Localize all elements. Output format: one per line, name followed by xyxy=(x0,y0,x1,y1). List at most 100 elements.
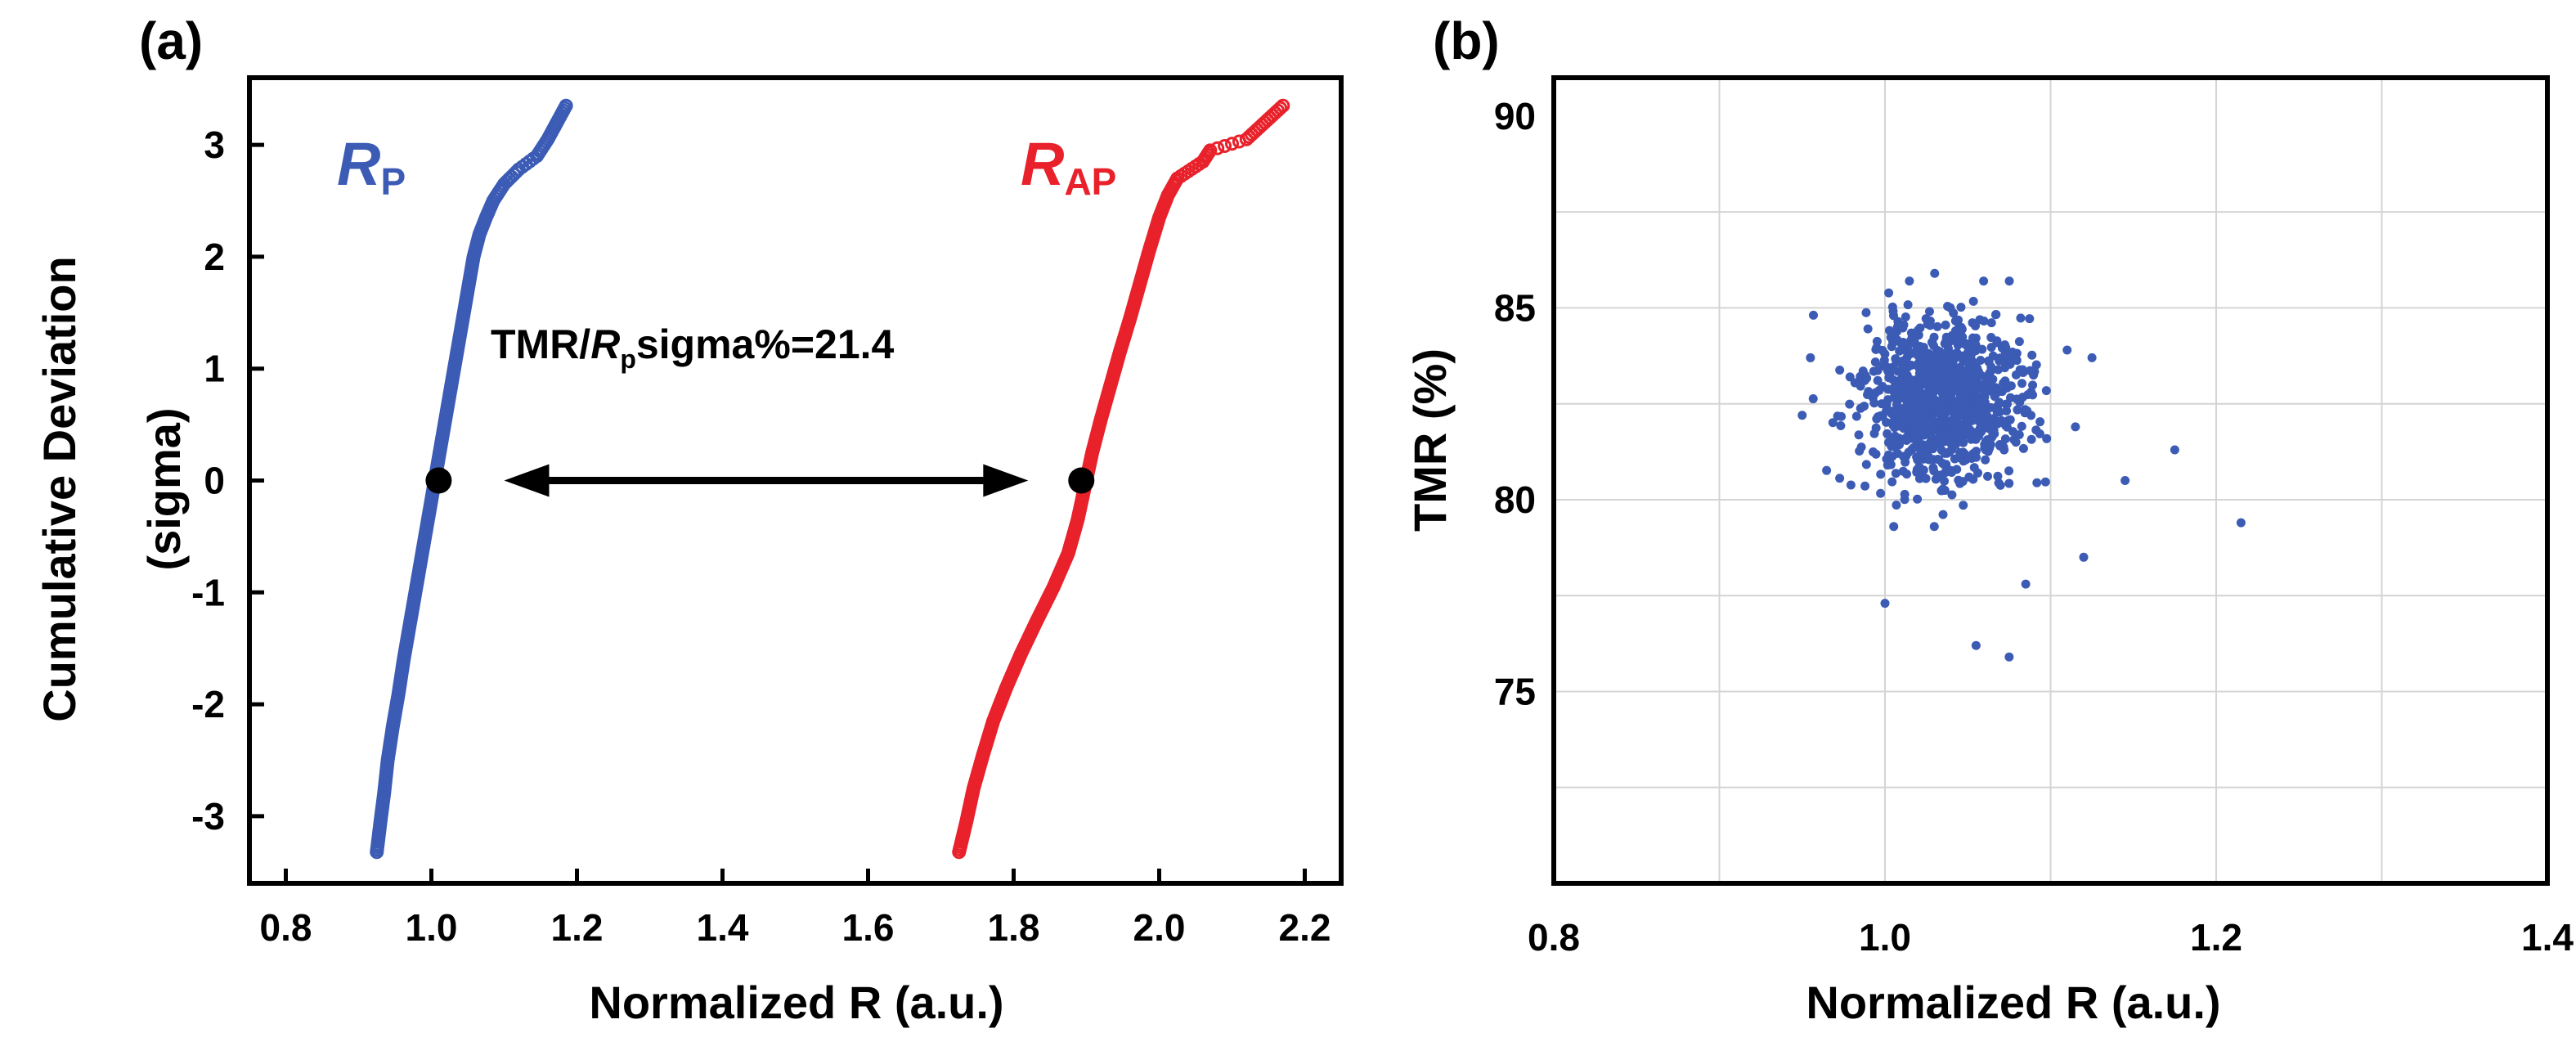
data-point xyxy=(1855,446,1865,456)
x-tick-label: 1.6 xyxy=(842,906,895,949)
data-point xyxy=(1845,399,1855,409)
data-point xyxy=(1925,415,1935,425)
data-point xyxy=(1218,138,1232,153)
data-point xyxy=(1871,423,1881,433)
data-point xyxy=(1938,510,1948,519)
data-point xyxy=(1913,455,1923,465)
data-point xyxy=(1835,474,1845,483)
data-point xyxy=(1884,326,1894,335)
data-point xyxy=(2079,552,2089,562)
data-point xyxy=(1855,378,1865,388)
data-point xyxy=(1901,312,1910,321)
data-point xyxy=(1979,406,1989,416)
data-point xyxy=(1892,356,1902,366)
data-point xyxy=(1851,411,1861,421)
data-point xyxy=(1889,522,1899,532)
data-point xyxy=(1797,411,1807,420)
data-point xyxy=(1921,314,1931,324)
data-point xyxy=(1915,422,1925,432)
panel-a-points xyxy=(370,98,1290,860)
data-point xyxy=(1988,351,1998,361)
arrow-head-right xyxy=(983,464,1029,497)
data-point xyxy=(2040,477,2050,487)
data-point xyxy=(2031,425,2041,435)
data-point xyxy=(1929,522,1939,532)
data-point xyxy=(1978,395,1988,405)
data-point xyxy=(1993,419,2003,429)
x-tick-label: 1.2 xyxy=(551,906,604,949)
data-point xyxy=(2027,350,2037,360)
data-point xyxy=(2062,345,2072,355)
data-point xyxy=(1971,339,1981,348)
data-point xyxy=(1949,382,1959,392)
data-point xyxy=(1828,418,1838,428)
data-point xyxy=(1983,471,1993,481)
data-point xyxy=(1913,402,1923,412)
data-point xyxy=(2025,314,2035,324)
data-point xyxy=(1945,418,1954,428)
data-point xyxy=(2236,518,2246,528)
data-point xyxy=(1963,373,1972,383)
data-point xyxy=(1907,395,1917,405)
data-point xyxy=(1904,447,1914,457)
data-point xyxy=(1891,389,1901,399)
series-devices xyxy=(1797,268,2246,662)
data-point xyxy=(2042,433,2052,443)
data-point xyxy=(2018,393,2028,402)
data-point xyxy=(1950,326,1960,335)
data-point xyxy=(1929,332,1939,342)
data-point xyxy=(2014,337,2024,347)
data-point xyxy=(1900,366,1910,375)
data-point xyxy=(1887,417,1897,427)
data-point xyxy=(1958,477,1968,487)
data-point xyxy=(1936,486,1946,496)
data-point xyxy=(1971,393,1981,403)
data-point xyxy=(1863,389,1873,399)
data-point xyxy=(2000,434,2010,444)
data-point xyxy=(1921,404,1931,414)
data-point xyxy=(1883,384,1893,394)
series-RP xyxy=(370,98,573,860)
data-point xyxy=(1964,453,1974,463)
data-point xyxy=(1913,494,1923,504)
data-point xyxy=(1932,365,1942,375)
data-point xyxy=(1917,361,1927,371)
data-point xyxy=(1878,345,1887,355)
median-marker xyxy=(1068,467,1095,494)
data-point xyxy=(1894,406,1904,416)
data-point xyxy=(1887,451,1897,461)
data-point xyxy=(1863,324,1873,334)
data-point xyxy=(1924,307,1934,317)
data-point xyxy=(1979,276,1989,286)
data-point xyxy=(1836,420,1846,430)
data-point xyxy=(1901,357,1911,367)
data-point xyxy=(1883,460,1892,470)
panel-a-ylabel-line1: Cumulative Deviation xyxy=(34,256,85,721)
series-label-rap: RAP xyxy=(1021,130,1116,203)
data-point xyxy=(1887,477,1897,487)
data-point xyxy=(1932,417,1942,427)
data-point xyxy=(2028,380,2038,390)
data-point xyxy=(1860,481,1870,491)
panel-a-label: (a) xyxy=(139,11,203,70)
data-point xyxy=(1882,406,1892,415)
data-point xyxy=(559,98,573,113)
y-tick-label: 2 xyxy=(204,236,225,278)
data-point xyxy=(1869,398,1879,408)
data-point xyxy=(1876,469,1886,479)
y-tick-label: 85 xyxy=(1494,286,1536,329)
data-point xyxy=(2022,406,2032,415)
data-point xyxy=(2021,579,2031,589)
x-tick-label: 2.2 xyxy=(1279,906,1331,949)
data-point xyxy=(1929,466,1939,476)
data-point xyxy=(1949,308,1959,318)
data-point xyxy=(1892,501,1901,510)
data-point xyxy=(1901,457,1910,467)
data-point xyxy=(1872,336,1882,346)
data-point xyxy=(2001,343,2011,353)
y-tick-label: 75 xyxy=(1494,670,1536,712)
data-point xyxy=(1967,415,1977,425)
panel-b-frame xyxy=(1551,75,2550,886)
data-point xyxy=(1901,415,1910,425)
tmr-annotation: TMR/Rpsigma%=21.4 xyxy=(491,321,895,374)
